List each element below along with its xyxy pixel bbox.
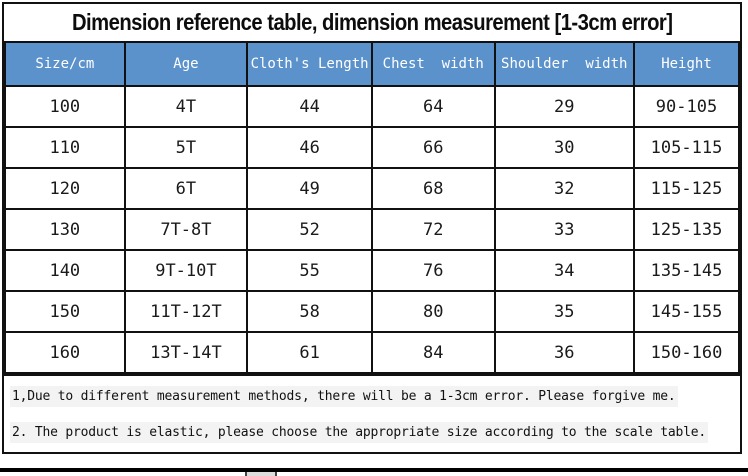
column-header: Shoulder width (493, 41, 635, 87)
note-text-2: 2. The product is elastic, please choose… (10, 421, 709, 443)
table-cell: 135-145 (632, 249, 741, 292)
table-cell: 115-125 (632, 167, 741, 210)
table-cell: 68 (370, 167, 496, 210)
table-row: 130 7T-8T 52 72 33 125-135 (4, 208, 741, 251)
table-cell: 7T-8T (123, 208, 249, 251)
table-cell: 9T-10T (123, 249, 249, 292)
table-cell: 52 (246, 208, 373, 251)
table-cell: 44 (246, 85, 373, 128)
table-cell: 13T-14T (123, 331, 249, 374)
table-cell: 58 (246, 290, 373, 333)
table-cell: 100 (4, 85, 126, 128)
table-cell: 90-105 (632, 85, 741, 128)
table-cell: 140 (4, 249, 126, 292)
chart-title-bar: Dimension reference table, dimension mea… (4, 4, 740, 41)
table-cell: 105-115 (632, 126, 741, 169)
bottom-divider-bar (0, 468, 748, 472)
table-cell: 49 (246, 167, 373, 210)
table-cell: 130 (4, 208, 126, 251)
table-cell: 6T (123, 167, 249, 210)
table-cell: 55 (246, 249, 373, 292)
table-row: 110 5T 46 66 30 105-115 (4, 126, 741, 169)
table-row: 150 11T-12T 58 80 35 145-155 (4, 290, 741, 333)
table-cell: 160 (4, 331, 126, 374)
table-cell: 4T (123, 85, 249, 128)
bottom-cropped-strip (0, 472, 748, 476)
table-cell: 76 (370, 249, 496, 292)
column-header: Cloth's Length (246, 41, 373, 87)
size-chart-panel: Dimension reference table, dimension mea… (2, 2, 742, 454)
table-cell: 125-135 (632, 208, 741, 251)
table-cell: 32 (493, 167, 635, 210)
column-header: Size/cm (4, 41, 126, 87)
column-header: Chest width (370, 41, 496, 87)
table-row: 100 4T 44 64 29 90-105 (4, 85, 741, 128)
table-cell: 36 (493, 331, 635, 374)
note-line-1: 1,Due to different measurement methods, … (4, 385, 740, 407)
table-cell: 110 (4, 126, 126, 169)
table-cell: 11T-12T (123, 290, 249, 333)
column-header: Age (123, 41, 249, 87)
partial-next-section-cell (245, 472, 277, 476)
table-cell: 34 (493, 249, 635, 292)
table-cell: 64 (370, 85, 496, 128)
table-row: 140 9T-10T 55 76 34 135-145 (4, 249, 741, 292)
table-cell: 150 (4, 290, 126, 333)
table-cell: 84 (370, 331, 496, 374)
table-cell: 30 (493, 126, 635, 169)
table-cell: 33 (493, 208, 635, 251)
column-header: Height (632, 41, 741, 87)
chart-title: Dimension reference table, dimension mea… (71, 9, 673, 35)
table-cell: 150-160 (632, 331, 741, 374)
table-row: 120 6T 49 68 32 115-125 (4, 167, 741, 210)
table-cell: 5T (123, 126, 249, 169)
table-cell: 66 (370, 126, 496, 169)
note-text-1: 1,Due to different measurement methods, … (10, 385, 678, 407)
table-cell: 80 (370, 290, 496, 333)
table-cell: 29 (493, 85, 635, 128)
table-cell: 72 (370, 208, 496, 251)
note-line-2: 2. The product is elastic, please choose… (4, 421, 740, 443)
table-cell: 145-155 (632, 290, 741, 333)
table-header-row: Size/cm Age Cloth's Length Chest width Shoul… (4, 41, 741, 87)
table-cell: 46 (246, 126, 373, 169)
size-chart-table: Size/cm Age Cloth's Length Chest width Shoul… (4, 41, 741, 374)
table-cell: 120 (4, 167, 126, 210)
table-cell: 61 (246, 331, 373, 374)
notes-section: 1,Due to different measurement methods, … (4, 374, 740, 452)
table-row: 160 13T-14T 61 84 36 150-160 (4, 331, 741, 374)
table-cell: 35 (493, 290, 635, 333)
